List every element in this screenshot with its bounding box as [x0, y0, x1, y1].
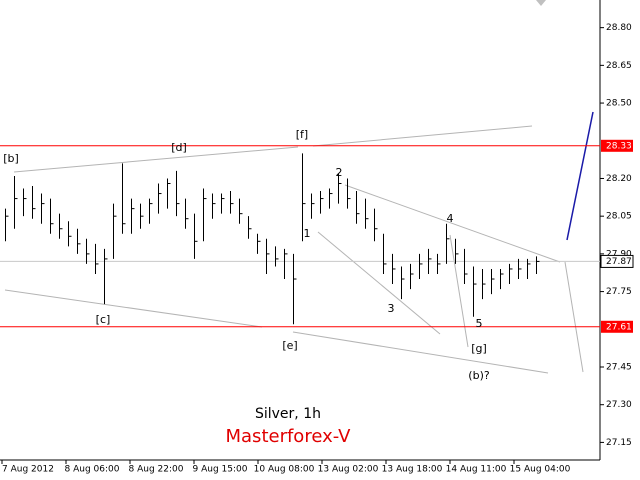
- annotation: 1: [304, 227, 311, 240]
- trend-line: [312, 125, 533, 147]
- annotation: [f]: [296, 128, 308, 141]
- y-tick-label: 27.75: [606, 287, 632, 297]
- trend-line: [344, 184, 561, 263]
- x-tick-label: 8 Aug 22:00: [129, 465, 184, 475]
- y-tick-label: 28.20: [606, 174, 632, 184]
- x-tick-label: 15 Aug 04:00: [510, 465, 571, 475]
- trend-lines: [4, 125, 584, 374]
- annotation: (b)?: [468, 369, 490, 382]
- x-tick-label: 13 Aug 18:00: [382, 465, 443, 475]
- annotation: [e]: [282, 339, 297, 352]
- shift-marker: [536, 0, 546, 6]
- x-tick-label: 8 Aug 06:00: [65, 465, 120, 475]
- annotation: 3: [388, 302, 395, 315]
- y-tick-label: 27.15: [606, 438, 632, 448]
- trend-line: [292, 331, 549, 374]
- level-box: [601, 139, 633, 152]
- annotation: [g]: [471, 342, 487, 355]
- annotation: 2: [336, 166, 343, 179]
- trend-line: [13, 146, 299, 173]
- trend-line: [564, 261, 584, 373]
- trend-line: [317, 231, 441, 335]
- y-tick-label: 27.45: [606, 362, 632, 372]
- annotation: [d]: [171, 141, 187, 154]
- y-tick-label: 27.90: [606, 249, 632, 259]
- annotation: [c]: [96, 313, 111, 326]
- y-tick-label: 28.65: [606, 61, 632, 71]
- last-price-box: [600, 254, 634, 268]
- y-tick-label: 28.50: [606, 99, 632, 109]
- annotation: [b]: [3, 152, 19, 165]
- level-box: [601, 320, 633, 333]
- x-tick-label: 13 Aug 02:00: [318, 465, 379, 475]
- y-tick-label: 27.30: [606, 400, 632, 410]
- y-tick-label: 28.05: [606, 212, 632, 222]
- x-tick-label: 7 Aug 2012: [2, 465, 54, 475]
- x-tick-label: 14 Aug 11:00: [446, 465, 507, 475]
- last-price-label: 27.87: [606, 257, 632, 267]
- forecast-line: [566, 111, 594, 241]
- level-label: 27.61: [606, 322, 632, 332]
- chart-subtitle: Masterforex-V: [226, 426, 352, 447]
- x-tick-label: 9 Aug 15:00: [193, 465, 248, 475]
- chart-title: Silver, 1h: [255, 406, 321, 422]
- trend-line: [449, 234, 469, 348]
- level-label: 28.33: [606, 141, 632, 151]
- annotation: 4: [447, 212, 454, 225]
- y-tick-label: 28.80: [606, 23, 632, 33]
- price-bars: [5, 153, 540, 325]
- annotation: 5: [476, 317, 483, 330]
- x-tick-label: 10 Aug 08:00: [254, 465, 315, 475]
- trend-line: [4, 289, 263, 328]
